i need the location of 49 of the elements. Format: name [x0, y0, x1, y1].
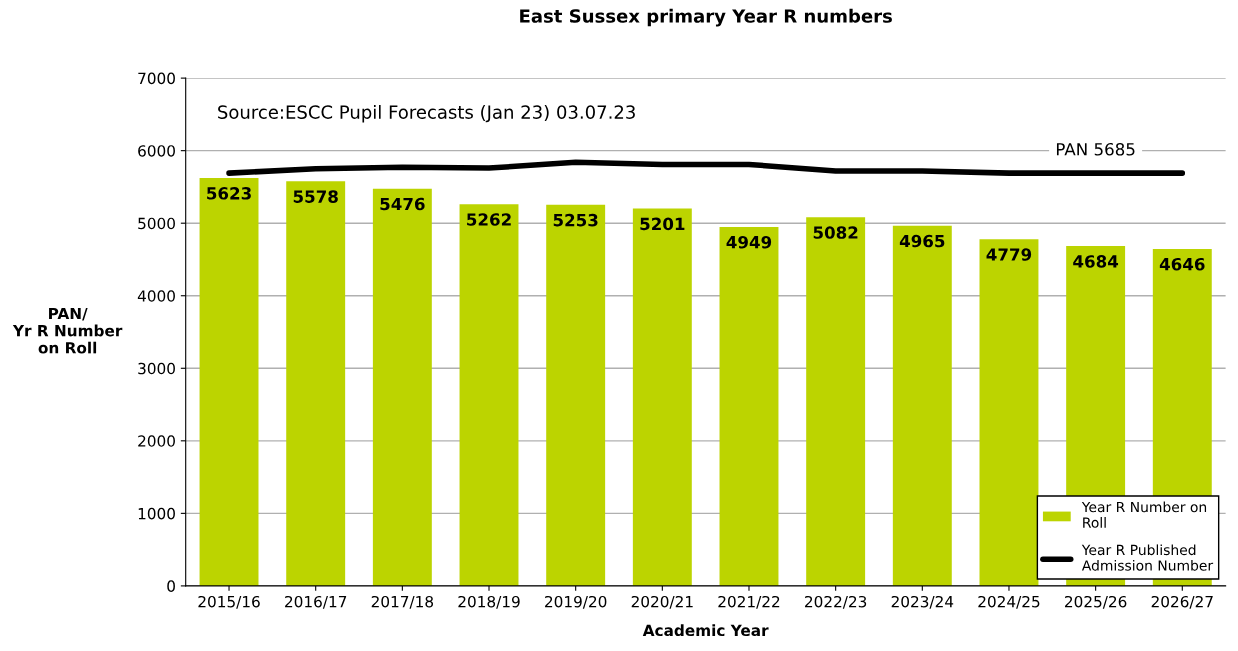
annotation: PAN 5685	[1056, 142, 1135, 156]
bar	[199, 178, 259, 586]
data-label: 5082	[813, 226, 858, 239]
y-tick-label: 1000	[138, 507, 175, 520]
legend-label: Year R Published Admission Number	[1081, 544, 1214, 571]
x-tick-label: 2021/22	[718, 595, 780, 609]
x-tick-label: 2017/18	[371, 595, 434, 609]
y-tick-label: 5000	[138, 217, 175, 230]
y-tick-label: 6000	[138, 145, 175, 157]
x-tick-label: 2026/27	[1151, 595, 1213, 609]
x-tick-label: 2023/24	[891, 595, 954, 609]
bar	[892, 225, 952, 586]
bar	[546, 204, 606, 586]
data-label: 5578	[293, 190, 338, 203]
y-axis-title: PAN/ Yr R Number on Roll	[12, 307, 123, 354]
bar	[372, 188, 432, 586]
x-tick-label: 2019/20	[545, 595, 607, 609]
legend-label: Year R Number on Roll	[1081, 501, 1207, 528]
x-tick-label: 2025/26	[1065, 595, 1127, 609]
data-label: 4965	[899, 234, 945, 248]
data-label: 5253	[553, 213, 598, 227]
data-label: 4646	[1159, 257, 1205, 271]
y-tick-label: 0	[167, 580, 175, 592]
bar	[286, 181, 346, 586]
x-axis-title: Academic Year	[642, 624, 769, 637]
data-label: 5262	[467, 213, 511, 226]
data-label: 5476	[380, 197, 425, 211]
bar	[719, 226, 779, 586]
data-label: 4684	[1073, 255, 1119, 268]
data-label: 5623	[207, 187, 251, 200]
y-tick-label: 7000	[138, 72, 175, 85]
y-tick-label: 3000	[138, 362, 175, 375]
y-tick-label: 4000	[137, 290, 175, 302]
annotation: Source:ESCC Pupil Forecasts (Jan 23) 03.07.23	[218, 104, 635, 123]
data-label: 4949	[726, 235, 772, 249]
bar	[979, 239, 1039, 586]
data-label: 4779	[986, 248, 1032, 261]
x-tick-label: 2015/16	[198, 595, 260, 609]
bar	[632, 208, 692, 586]
chart-title: East Sussex primary Year R numbers	[520, 8, 892, 27]
bar	[459, 204, 519, 586]
data-label: 5201	[640, 217, 685, 231]
x-tick-label: 2020/21	[631, 595, 693, 609]
bar	[806, 217, 866, 586]
y-tick-label: 2000	[138, 435, 175, 447]
x-tick-label: 2016/17	[285, 595, 347, 609]
x-tick-label: 2022/23	[805, 595, 867, 609]
x-tick-label: 2018/19	[458, 595, 520, 609]
x-tick-label: 2024/25	[978, 595, 1040, 609]
